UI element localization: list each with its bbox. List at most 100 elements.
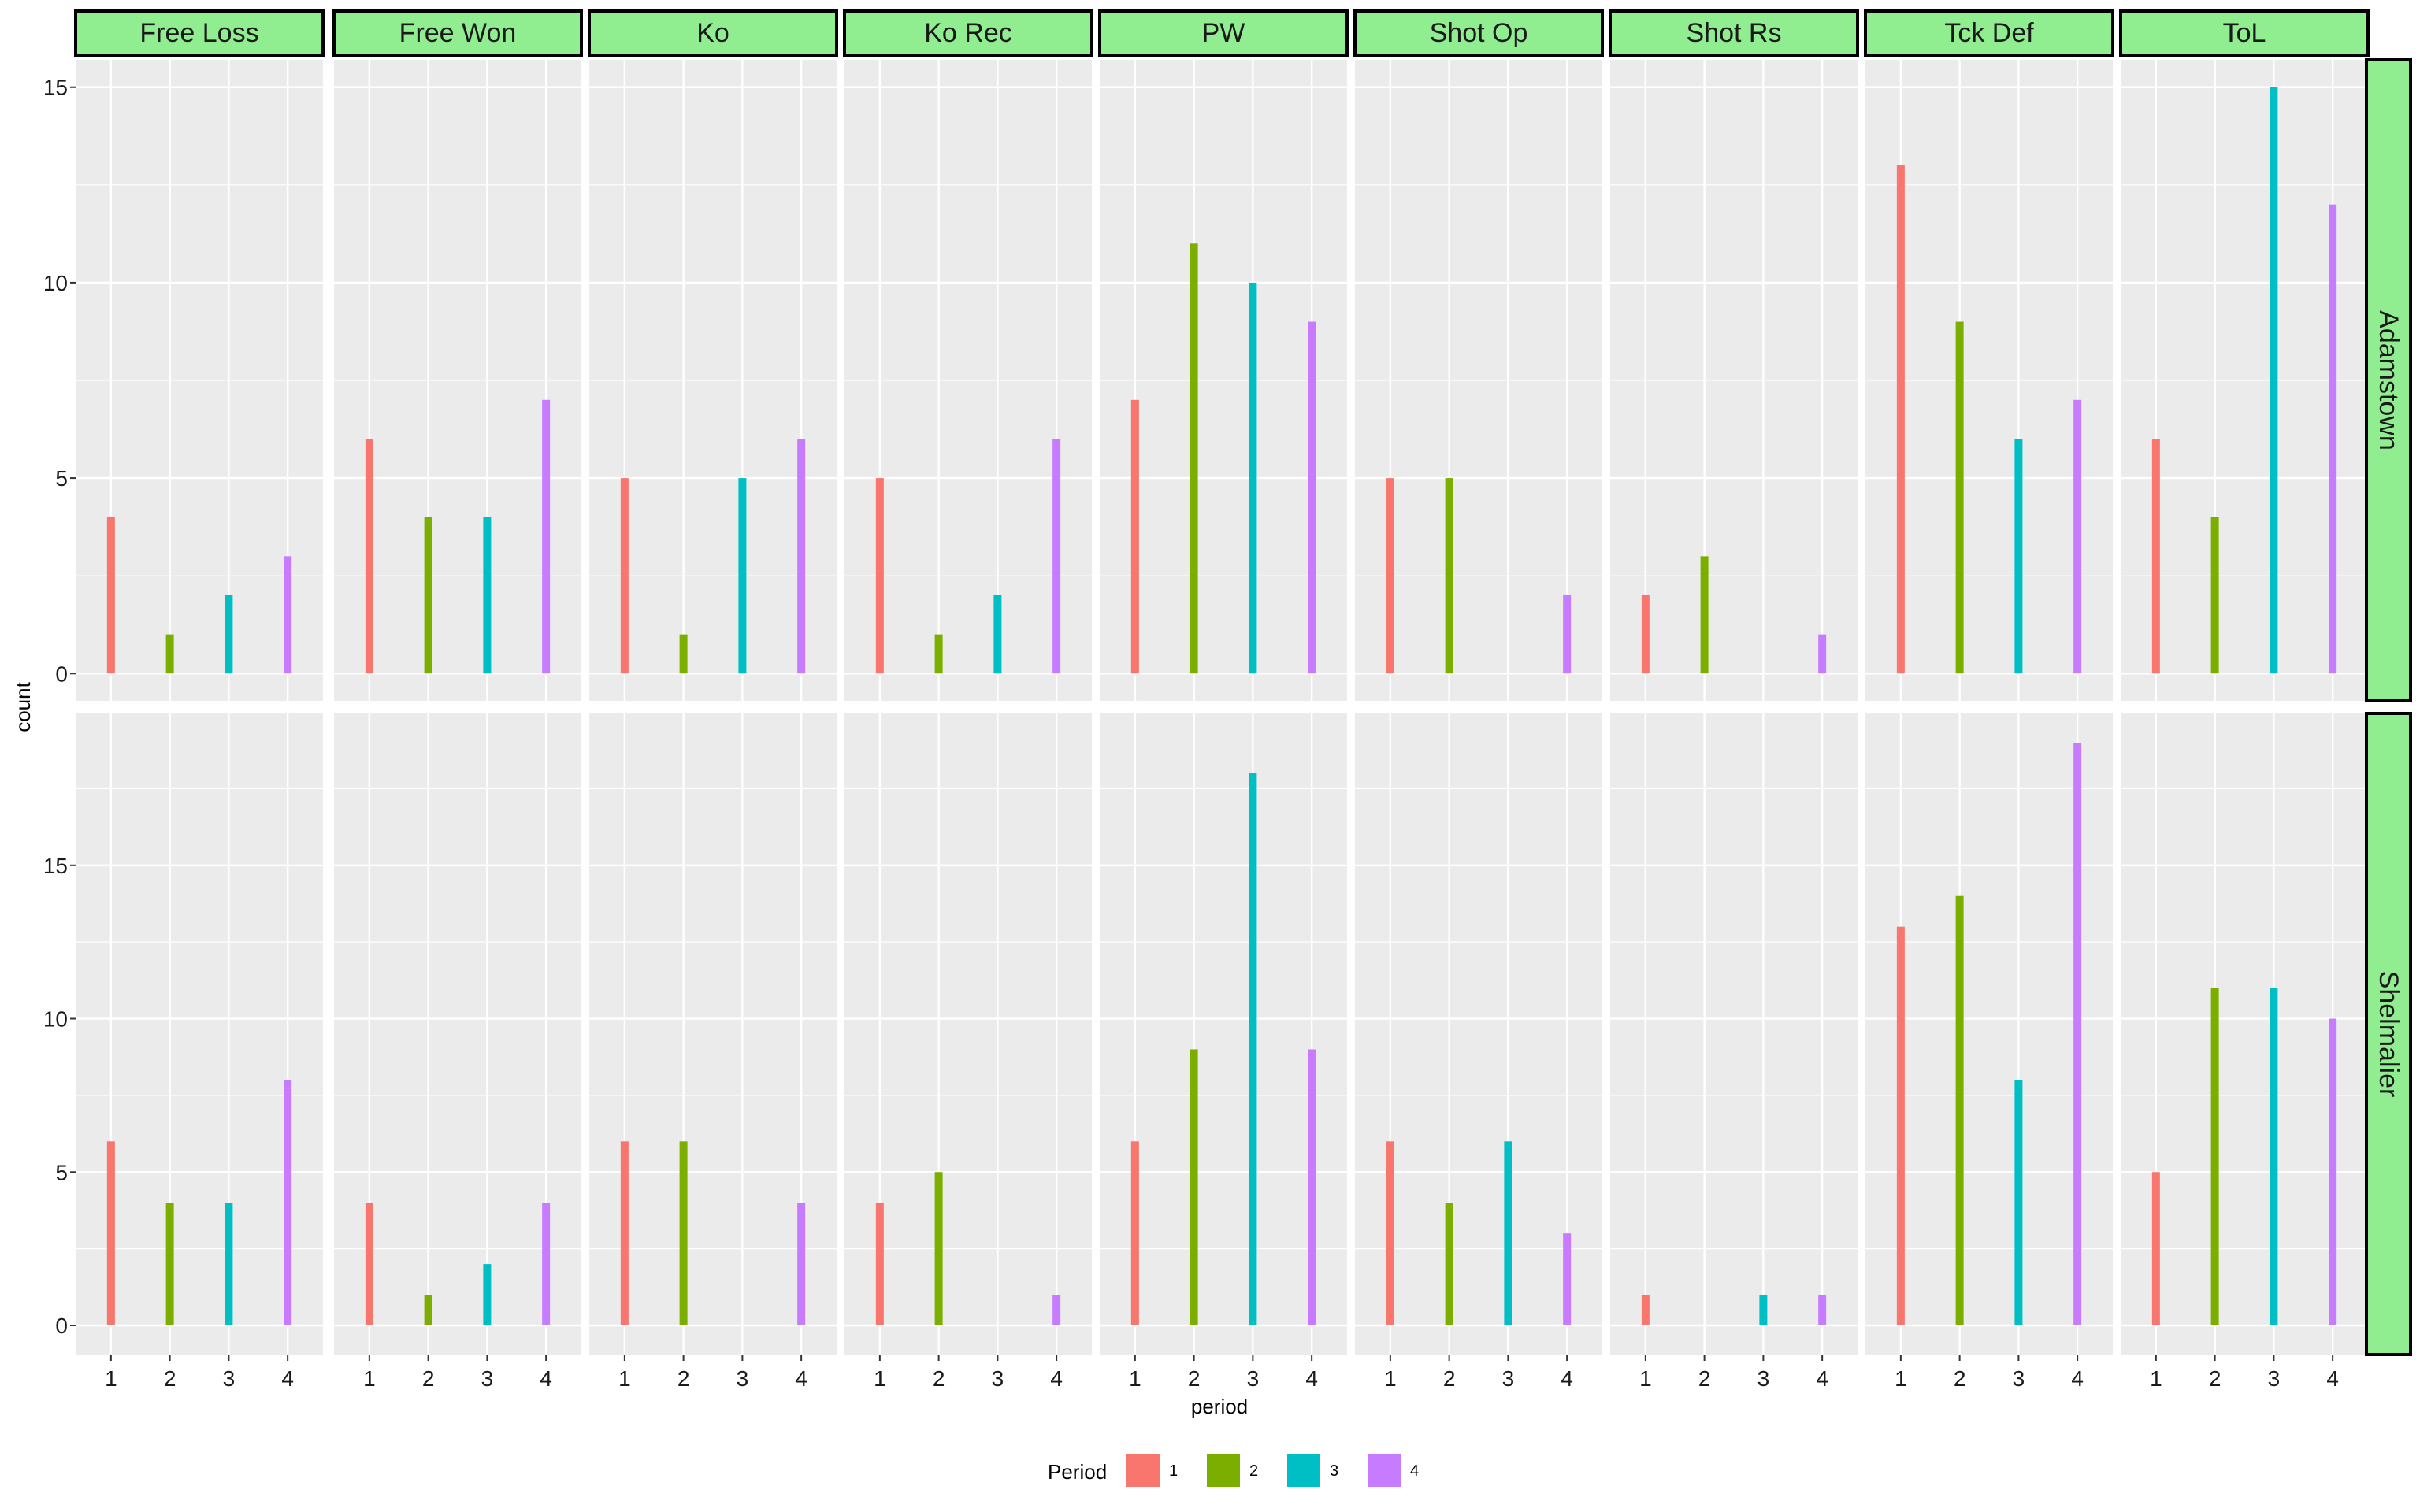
panel-0-3 — [844, 60, 1092, 701]
y-axis-title: count — [11, 681, 35, 732]
legend: Period 1 2 3 4 — [1048, 1454, 1419, 1487]
y-tick-label: 0 — [55, 1314, 68, 1338]
bar-shelmalier-tol-period-2 — [2210, 988, 2219, 1325]
legend-key-label: 2 — [1249, 1462, 1258, 1480]
panel-background — [1100, 713, 1347, 1354]
bar-adamstown-ko-period-3 — [738, 478, 747, 674]
x-tick-label: 1 — [105, 1366, 117, 1391]
bar-shelmalier-tol-period-3 — [2270, 988, 2278, 1325]
bar-shelmalier-ko-period-2 — [679, 1141, 688, 1325]
x-tick-label: 3 — [223, 1366, 236, 1391]
x-tick-label: 4 — [2071, 1366, 2084, 1391]
col-strip-label: Ko Rec — [924, 18, 1012, 48]
y-tick-label: 5 — [55, 1160, 68, 1184]
col-strip-shot-rs: Shot Rs — [1609, 9, 1859, 57]
panel-0-0 — [76, 60, 323, 701]
x-tick-label: 3 — [992, 1366, 1004, 1391]
x-tick-label: 2 — [422, 1366, 435, 1391]
bar-shelmalier-free-won-period-4 — [542, 1203, 551, 1325]
panels-layer — [76, 60, 2368, 1354]
panel-0-2 — [589, 60, 837, 701]
bar-adamstown-ko-period-4 — [797, 439, 806, 674]
bar-adamstown-free-loss-period-1 — [106, 517, 115, 674]
x-tick-label: 3 — [481, 1366, 494, 1391]
legend-entry-3: 3 — [1287, 1454, 1338, 1487]
legend-key-label: 4 — [1410, 1462, 1419, 1480]
x-tick-label: 2 — [1188, 1366, 1201, 1391]
x-tick-label: 1 — [1895, 1366, 1907, 1391]
bar-shelmalier-tck-def-period-1 — [1896, 926, 1905, 1325]
row-strip-background — [2365, 58, 2412, 702]
bar-adamstown-free-loss-period-2 — [165, 634, 174, 674]
legend-key-swatch — [1368, 1454, 1401, 1487]
col-strip-label: Free Loss — [139, 18, 258, 48]
x-tick-label: 1 — [1129, 1366, 1141, 1391]
bar-shelmalier-free-loss-period-4 — [284, 1080, 292, 1325]
bar-adamstown-pw-period-4 — [1308, 321, 1316, 674]
col-strip-label: PW — [1202, 18, 1245, 48]
x-tick-label: 1 — [618, 1366, 631, 1391]
panel-background — [1355, 713, 1602, 1354]
legend-key-swatch — [1207, 1454, 1240, 1487]
legend-key-swatch — [1126, 1454, 1160, 1487]
panel-0-6 — [1610, 60, 1858, 701]
bar-adamstown-tol-period-3 — [2270, 87, 2278, 674]
panel-1-7 — [1865, 713, 2113, 1354]
bar-shelmalier-free-won-period-1 — [365, 1203, 373, 1325]
bar-adamstown-free-loss-period-4 — [284, 556, 292, 674]
panel-1-4 — [1100, 713, 1347, 1354]
x-tick-label: 4 — [795, 1366, 807, 1391]
bar-shelmalier-pw-period-1 — [1130, 1141, 1139, 1325]
panel-0-5 — [1355, 60, 1602, 701]
legend-entry-1: 1 — [1126, 1454, 1178, 1487]
bar-adamstown-tck-def-period-2 — [1955, 321, 1964, 674]
col-strip-tck-def: Tck Def — [1864, 9, 2114, 57]
col-strip-label: ToL — [2223, 18, 2266, 48]
bar-shelmalier-pw-period-4 — [1308, 1049, 1316, 1325]
row-strip-label: Shelmalier — [2374, 971, 2403, 1098]
bar-adamstown-pw-period-1 — [1130, 399, 1139, 674]
panel-background — [2121, 713, 2368, 1354]
bar-shelmalier-shot-rs-period-1 — [1641, 1295, 1650, 1325]
bar-adamstown-shot-op-period-1 — [1386, 478, 1394, 674]
x-tick-label: 4 — [1561, 1366, 1573, 1391]
x-tick-label: 4 — [2326, 1366, 2339, 1391]
x-axis-title: period — [1191, 1395, 1248, 1418]
panel-1-8 — [2121, 713, 2368, 1354]
bar-shelmalier-pw-period-2 — [1190, 1049, 1198, 1325]
panel-background — [1865, 713, 2113, 1354]
bar-adamstown-free-loss-period-3 — [225, 595, 233, 674]
col-strip-background — [1098, 9, 1349, 57]
x-tick-label: 4 — [540, 1366, 552, 1391]
panel-1-1 — [334, 713, 581, 1354]
panel-1-3 — [844, 713, 1092, 1354]
bar-adamstown-tol-period-4 — [2329, 204, 2337, 674]
bar-shelmalier-free-won-period-3 — [483, 1264, 492, 1325]
panel-background — [76, 713, 323, 1354]
bar-adamstown-shot-op-period-2 — [1445, 478, 1453, 674]
x-tick-label: 1 — [1384, 1366, 1397, 1391]
bar-shelmalier-tol-period-1 — [2151, 1172, 2160, 1325]
bar-shelmalier-ko-rec-period-2 — [934, 1172, 943, 1325]
bar-adamstown-shot-rs-period-4 — [1818, 634, 1827, 674]
x-tick-label: 2 — [2209, 1366, 2221, 1391]
bar-shelmalier-ko-period-4 — [797, 1203, 806, 1325]
panel-0-1 — [334, 60, 581, 701]
bar-adamstown-ko-rec-period-2 — [934, 634, 943, 674]
col-strip-tol: ToL — [2119, 9, 2370, 57]
x-tick-label: 1 — [2150, 1366, 2162, 1391]
x-tick-label: 1 — [1639, 1366, 1652, 1391]
row-strip-label: Adamstown — [2374, 310, 2403, 450]
bar-shelmalier-ko-rec-period-1 — [875, 1203, 884, 1325]
bar-shelmalier-shot-op-period-4 — [1563, 1233, 1572, 1325]
panel-0-7 — [1865, 60, 2113, 701]
bar-adamstown-tck-def-period-3 — [2014, 439, 2023, 674]
bar-adamstown-ko-period-2 — [679, 634, 688, 674]
bar-adamstown-pw-period-3 — [1249, 282, 1257, 674]
x-tick-label: 2 — [933, 1366, 945, 1391]
legend-key-label: 1 — [1169, 1462, 1178, 1480]
row-strip-adamstown: Adamstown — [2365, 58, 2412, 702]
row-strip-background — [2365, 712, 2412, 1356]
col-strip-ko-rec: Ko Rec — [843, 9, 1093, 57]
